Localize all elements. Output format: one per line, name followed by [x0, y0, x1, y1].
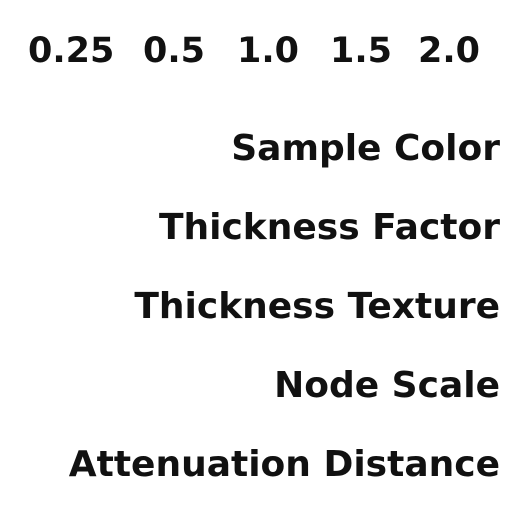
scale-value-row: 0.25 0.5 1.0 1.5 2.0 [0, 26, 512, 76]
label-node-scale: Node Scale [274, 365, 500, 406]
scale-value-0-25[interactable]: 0.25 [28, 31, 115, 71]
scale-value-2-0[interactable]: 2.0 [418, 31, 481, 71]
scale-value-1-5[interactable]: 1.5 [330, 31, 393, 71]
label-thickness-texture: Thickness Texture [134, 286, 500, 327]
label-thickness-factor: Thickness Factor [158, 207, 500, 248]
scale-value-0-5[interactable]: 0.5 [143, 31, 206, 71]
label-sample-color: Sample Color [231, 128, 500, 169]
scale-value-1-0[interactable]: 1.0 [237, 31, 300, 71]
property-label-list: Sample Color Thickness Factor Thickness … [20, 120, 500, 515]
label-attenuation-distance: Attenuation Distance [68, 444, 500, 485]
